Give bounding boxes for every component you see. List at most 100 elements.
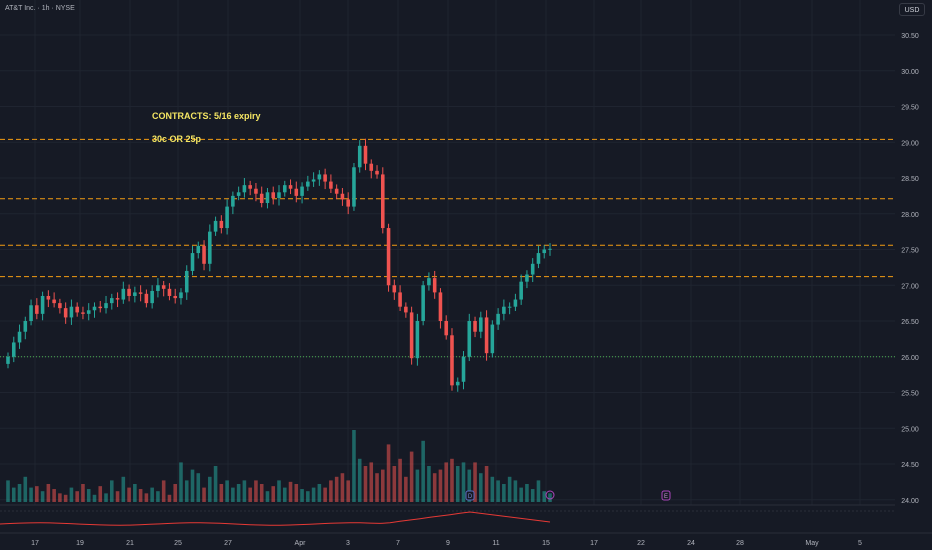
volume-bar bbox=[17, 484, 22, 502]
candle bbox=[173, 295, 178, 299]
annotation-contracts: CONTRACTS: 5/16 expiry bbox=[152, 111, 261, 121]
volume-bar bbox=[133, 484, 137, 502]
candle bbox=[473, 321, 477, 332]
candle bbox=[398, 292, 402, 307]
volume-bar bbox=[196, 473, 201, 502]
time-tick-label: 3 bbox=[346, 540, 350, 547]
price-tick-label: 24.00 bbox=[901, 498, 919, 505]
candle bbox=[432, 278, 437, 293]
candle bbox=[190, 253, 195, 271]
candle bbox=[415, 321, 420, 359]
candle bbox=[450, 335, 454, 386]
price-tick-label: 25.00 bbox=[901, 426, 919, 433]
candle bbox=[81, 312, 85, 314]
volume-bar bbox=[156, 491, 160, 502]
candle bbox=[277, 192, 281, 199]
candle bbox=[35, 305, 39, 314]
volume-bar bbox=[63, 494, 68, 502]
volume-bar bbox=[502, 484, 506, 502]
volume-bar bbox=[138, 489, 143, 502]
candle bbox=[548, 248, 552, 250]
volume-bar bbox=[23, 476, 28, 502]
volume-bar bbox=[380, 469, 385, 502]
candle bbox=[115, 298, 120, 300]
time-tick-label: 21 bbox=[126, 540, 134, 547]
volume-bar bbox=[490, 476, 495, 502]
volume-bar bbox=[548, 493, 552, 502]
candle bbox=[484, 317, 489, 354]
volume-bar bbox=[259, 484, 264, 502]
volume-bar bbox=[288, 481, 293, 502]
candle bbox=[306, 181, 310, 187]
volume-bar bbox=[190, 469, 195, 502]
volume-bar bbox=[346, 480, 350, 502]
candle bbox=[375, 170, 379, 175]
candle bbox=[496, 313, 500, 325]
volume-bar bbox=[300, 489, 304, 502]
event-marker-circle bbox=[545, 490, 555, 500]
candle bbox=[236, 192, 241, 196]
price-tick-label: 27.00 bbox=[901, 283, 919, 290]
candle bbox=[75, 306, 79, 313]
volume-bar bbox=[248, 487, 252, 502]
candle bbox=[202, 245, 206, 264]
time-tick-label: 27 bbox=[224, 540, 232, 547]
currency-button[interactable]: USD bbox=[899, 3, 925, 16]
volume-bar bbox=[450, 458, 454, 502]
candle bbox=[161, 285, 166, 289]
price-tick-label: 24.50 bbox=[901, 462, 919, 469]
volume-bar bbox=[150, 487, 154, 502]
candle bbox=[311, 179, 316, 182]
volume-bar bbox=[421, 440, 425, 502]
volume-bar bbox=[484, 466, 489, 502]
time-tick-label: May bbox=[805, 540, 819, 547]
volume-bar bbox=[219, 484, 224, 502]
volume-bar bbox=[40, 491, 45, 502]
volume-bar bbox=[265, 491, 270, 502]
candle bbox=[288, 185, 293, 189]
candle bbox=[52, 299, 56, 304]
candle bbox=[455, 381, 460, 386]
candle bbox=[357, 145, 362, 168]
candle bbox=[519, 281, 523, 300]
volume-bar bbox=[161, 480, 166, 502]
volume-bar bbox=[173, 484, 178, 502]
time-tick-label: 7 bbox=[396, 540, 400, 547]
volume-bar bbox=[415, 469, 420, 502]
candle bbox=[58, 303, 62, 309]
volume-bar bbox=[127, 487, 131, 502]
candle bbox=[490, 324, 495, 354]
volume-bar bbox=[507, 476, 512, 502]
volume-bar bbox=[81, 484, 85, 502]
volume-bar bbox=[311, 487, 316, 502]
volume-bar bbox=[225, 480, 229, 502]
candle bbox=[242, 185, 247, 193]
candle bbox=[92, 306, 97, 311]
price-axis[interactable]: 30.50 30.00 29.50 29.00 28.50 28.00 27.50 27.00… bbox=[895, 0, 932, 550]
price-tick-label: 28.50 bbox=[901, 176, 919, 183]
time-tick-label: 22 bbox=[637, 540, 645, 547]
volume-bar bbox=[438, 469, 443, 502]
volume-bar bbox=[236, 484, 241, 502]
volume-bar bbox=[69, 487, 74, 502]
candle bbox=[150, 290, 154, 304]
symbol-title: AT&T Inc. · 1h · NYSE bbox=[5, 5, 75, 12]
candle bbox=[300, 186, 304, 196]
candle bbox=[323, 174, 327, 182]
candle bbox=[317, 174, 322, 180]
time-axis[interactable]: 17 19 21 25 27 Apr 3 7 9 11 15 17 22 24 28 May 5 bbox=[0, 532, 932, 547]
time-tick-label: 25 bbox=[174, 540, 182, 547]
price-tick-label: 25.50 bbox=[901, 391, 919, 398]
candle bbox=[29, 305, 33, 321]
volume-bar bbox=[398, 458, 402, 502]
candle bbox=[392, 285, 397, 293]
volume-bar bbox=[352, 430, 356, 502]
volume-bar bbox=[375, 473, 379, 502]
candle bbox=[404, 306, 408, 313]
time-tick-label: 17 bbox=[31, 540, 39, 547]
volume-bar bbox=[115, 491, 120, 502]
candle bbox=[340, 193, 345, 200]
